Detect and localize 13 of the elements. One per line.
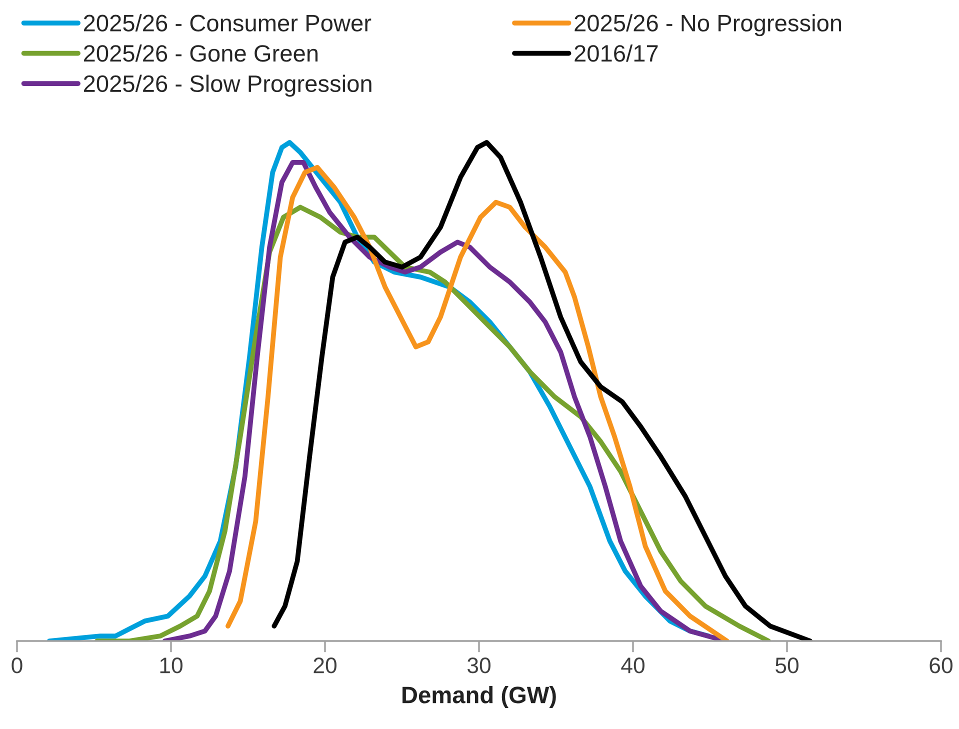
legend-label: 2016/17 bbox=[574, 44, 658, 62]
legend-label: 2025/26 - Slow Progression bbox=[84, 74, 372, 97]
x-tick-label: 20 bbox=[314, 658, 336, 674]
x-tick-label: 50 bbox=[776, 658, 798, 674]
x-tick-label: 10 bbox=[160, 658, 182, 674]
x-axis-title: Demand (GW) bbox=[402, 686, 556, 708]
legend-label: 2025/26 - Consumer Power bbox=[84, 14, 372, 32]
legend-label: 2025/26 - Gone Green bbox=[84, 44, 318, 62]
legend-label: 2025/26 - No Progression bbox=[574, 14, 842, 36]
x-tick-label: 0 bbox=[12, 658, 22, 674]
x-tick-label: 30 bbox=[467, 658, 490, 674]
x-tick-label: 60 bbox=[930, 658, 952, 674]
x-tick-label: 40 bbox=[621, 658, 644, 674]
